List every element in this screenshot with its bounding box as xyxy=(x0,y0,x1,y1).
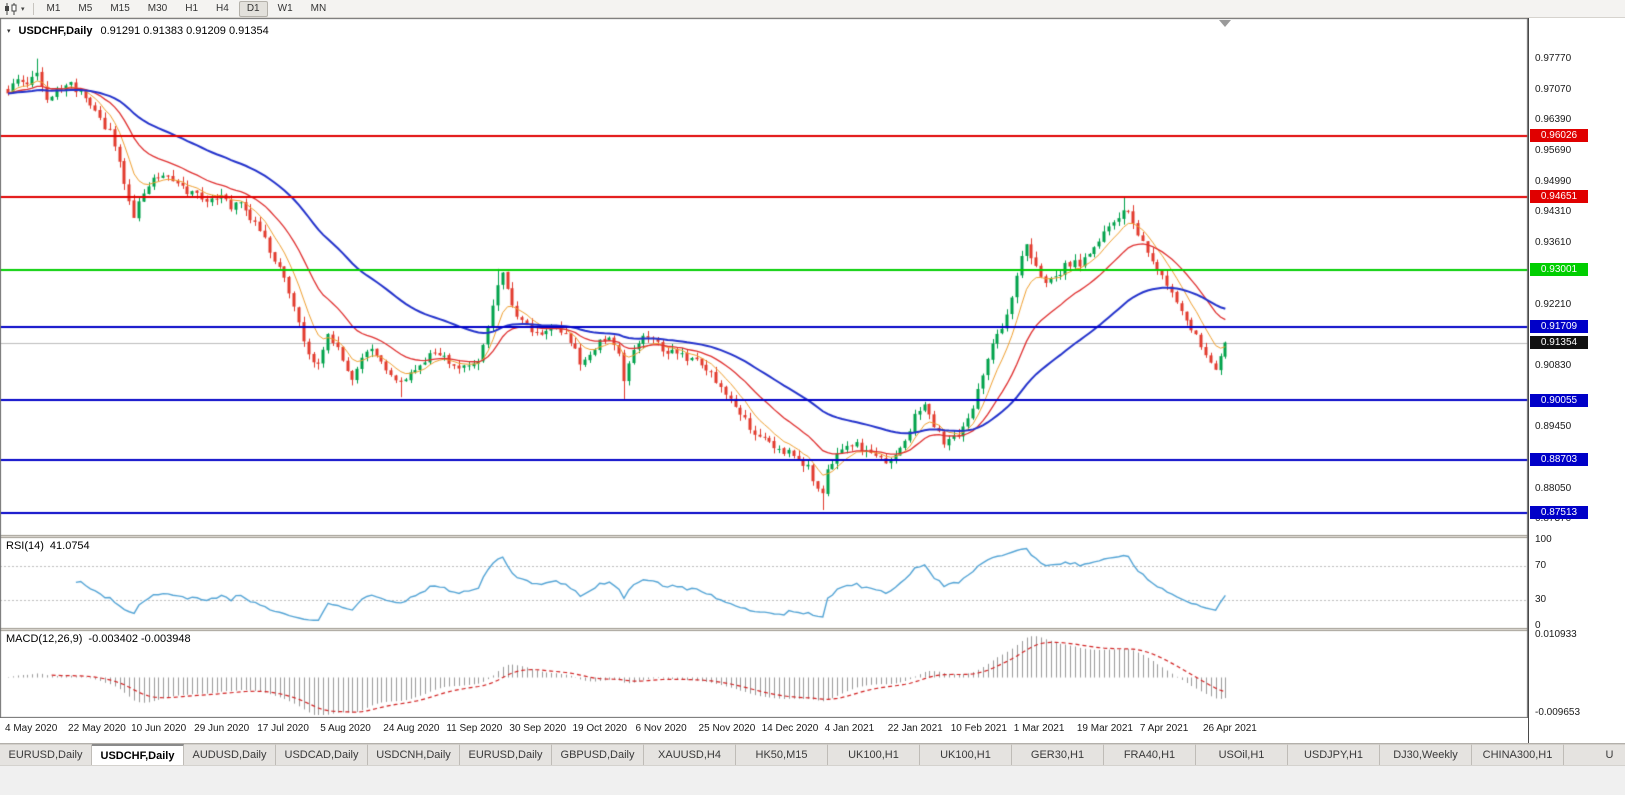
timeframe-button-d1[interactable]: D1 xyxy=(238,0,268,17)
chart-area: ▾ USDCHF,Daily 0.91291 0.91383 0.91209 0… xyxy=(0,18,1625,743)
macd-values: -0.003402 -0.003948 xyxy=(88,633,191,645)
chart-tab-uk100-h1[interactable]: UK100,H1 xyxy=(920,744,1012,765)
price-axis-tick: 0.89450 xyxy=(1535,420,1572,432)
timeframe-button-m30[interactable]: M30 xyxy=(147,2,168,14)
timeframe-button-m5[interactable]: M5 xyxy=(78,2,93,14)
price-line-label: 0.96026 xyxy=(1530,129,1588,143)
chart-type-icon[interactable] xyxy=(4,2,19,15)
chart-tab-eurusd-daily[interactable]: EURUSD,Daily xyxy=(460,744,552,765)
current-price-label: 0.91354 xyxy=(1530,336,1588,350)
price-line-label: 0.91709 xyxy=(1530,320,1588,334)
rsi-axis-tick: 100 xyxy=(1535,534,1552,545)
time-axis-label: 4 Jan 2021 xyxy=(824,723,875,734)
price-axis-tick: 0.93610 xyxy=(1535,236,1572,248)
chart-tab-usdchf-daily[interactable]: USDCHF,Daily xyxy=(92,744,184,765)
timeframe-button-mn[interactable]: MN xyxy=(310,2,327,14)
chart-ohlc-values: 0.91291 0.91383 0.91209 0.91354 xyxy=(100,25,269,37)
chart-title: ▾ USDCHF,Daily 0.91291 0.91383 0.91209 0… xyxy=(7,25,269,37)
chart-tabs-bar: EURUSD,Daily USDCHF,Daily AUDUSD,Daily USDC… xyxy=(0,743,1625,765)
time-axis-label: 10 Feb 2021 xyxy=(950,723,1007,734)
chart-tab-u[interactable]: U xyxy=(1564,744,1625,765)
time-axis-label: 25 Nov 2020 xyxy=(698,723,756,734)
chart-tab-ger30-h1[interactable]: GER30,H1 xyxy=(1012,744,1104,765)
chart-tab-usdcnh-daily[interactable]: USDCNH,Daily xyxy=(368,744,460,765)
time-axis-label: 5 Aug 2020 xyxy=(320,723,371,734)
chart-tab-fra40-h1[interactable]: FRA40,H1 xyxy=(1104,744,1196,765)
price-axis-tick: 0.96390 xyxy=(1535,113,1572,125)
timeframe-toolbar: ▾ M1 M5 M15 M30 H1 H4 D1 W1 MN xyxy=(0,0,1625,18)
time-axis-label: 30 Sep 2020 xyxy=(509,723,567,734)
time-axis-label: 22 Jan 2021 xyxy=(887,723,943,734)
macd-axis-min: -0.009653 xyxy=(1535,707,1581,718)
chart-type-dropdown-arrow[interactable]: ▾ xyxy=(21,5,25,13)
chart-tab-gbpusd-daily[interactable]: GBPUSD,Daily xyxy=(552,744,644,765)
time-axis-label: 29 Jun 2020 xyxy=(194,723,250,734)
chart-tab-xauusd-h4[interactable]: XAUUSD,H4 xyxy=(644,744,736,765)
chart-tab-usdcad-daily[interactable]: USDCAD,Daily xyxy=(276,744,368,765)
chart-shift-marker[interactable] xyxy=(1219,20,1231,27)
toolbar-separator xyxy=(32,2,34,15)
rsi-axis-tick: 70 xyxy=(1535,559,1547,571)
price-axis-tick: 0.94310 xyxy=(1535,205,1572,217)
time-axis-label: 7 Apr 2021 xyxy=(1139,723,1189,734)
time-axis-label: 14 Dec 2020 xyxy=(761,723,819,734)
time-axis-label: 1 Mar 2021 xyxy=(1013,723,1065,734)
time-axis-label: 19 Oct 2020 xyxy=(572,723,627,734)
timeframe-buttons: M1 M5 M15 M30 H1 H4 D1 W1 MN xyxy=(39,0,335,17)
macd-name: MACD(12,26,9) xyxy=(6,633,83,645)
timeframe-button-m15[interactable]: M15 xyxy=(110,2,130,14)
time-axis-label: 4 May 2020 xyxy=(5,723,58,734)
timeframe-button-h1[interactable]: H1 xyxy=(185,2,199,14)
price-axis-tick: 0.97070 xyxy=(1535,83,1572,95)
macd-axis-max: 0.010933 xyxy=(1535,629,1577,640)
chart-tab-uk100-h1[interactable]: UK100,H1 xyxy=(828,744,920,765)
price-axis-tick: 0.97770 xyxy=(1535,52,1572,64)
chart-tab-dj30-weekly[interactable]: DJ30,Weekly xyxy=(1380,744,1472,765)
time-axis-label: 17 Jul 2020 xyxy=(257,723,309,734)
chart-tab-audusd-daily[interactable]: AUDUSD,Daily xyxy=(184,744,276,765)
rsi-axis-tick: 30 xyxy=(1535,594,1547,606)
time-axis-label: 26 Apr 2021 xyxy=(1202,723,1257,734)
price-axis-tick: 0.92210 xyxy=(1535,298,1572,310)
chart-tab-eurusd-daily[interactable]: EURUSD,Daily xyxy=(0,744,92,765)
chart-tab-hk50-m15[interactable]: HK50,M15 xyxy=(736,744,828,765)
rsi-name: RSI(14) xyxy=(6,540,44,552)
time-axis-label: 24 Aug 2020 xyxy=(383,723,440,734)
price-line-label: 0.93001 xyxy=(1530,263,1588,277)
time-axis-label: 22 May 2020 xyxy=(68,723,126,734)
chart-tab-china300-h1[interactable]: CHINA300,H1 xyxy=(1472,744,1564,765)
price-axis-tick: 0.88050 xyxy=(1535,482,1572,494)
price-line-label: 0.90055 xyxy=(1530,393,1588,407)
chart-tab-usdjpy-h1[interactable]: USDJPY,H1 xyxy=(1288,744,1380,765)
price-chart-canvas[interactable] xyxy=(0,18,1528,718)
timeframe-button-h4[interactable]: H4 xyxy=(216,2,229,14)
rsi-axis-tick: 0 xyxy=(1535,620,1541,631)
price-line-label: 0.88703 xyxy=(1530,453,1588,467)
price-line-label: 0.87513 xyxy=(1530,506,1588,519)
chart-symbol-label: USDCHF,Daily xyxy=(18,25,93,37)
price-axis-tick: 0.94990 xyxy=(1535,175,1572,187)
time-axis-label: 11 Sep 2020 xyxy=(446,723,503,734)
time-axis-label: 10 Jun 2020 xyxy=(131,723,187,734)
price-axis[interactable]: 0.97770 0.97070 0.96390 0.95690 0.94990 0.943… xyxy=(1528,18,1625,743)
price-axis-tick: 0.95690 xyxy=(1535,144,1572,156)
time-axis[interactable]: 4 May 2020 22 May 2020 10 Jun 2020 29 Jun 2… xyxy=(0,718,1528,743)
timeframe-button-m1[interactable]: M1 xyxy=(46,2,61,14)
chart-tab-usoil-h1[interactable]: USOil,H1 xyxy=(1196,744,1288,765)
price-axis-tick: 0.90830 xyxy=(1535,359,1572,371)
time-axis-label: 6 Nov 2020 xyxy=(635,723,687,734)
macd-indicator-label: MACD(12,26,9) -0.003402 -0.003948 xyxy=(6,633,191,645)
status-bar xyxy=(0,765,1625,795)
price-line-label: 0.94651 xyxy=(1530,190,1588,204)
time-axis-label: 19 Mar 2021 xyxy=(1076,723,1133,734)
timeframe-button-w1[interactable]: W1 xyxy=(277,2,293,14)
one-click-trading-toggle[interactable]: ▾ xyxy=(7,28,11,35)
rsi-indicator-label: RSI(14) 41.0754 xyxy=(6,540,90,552)
rsi-value: 41.0754 xyxy=(49,540,90,552)
